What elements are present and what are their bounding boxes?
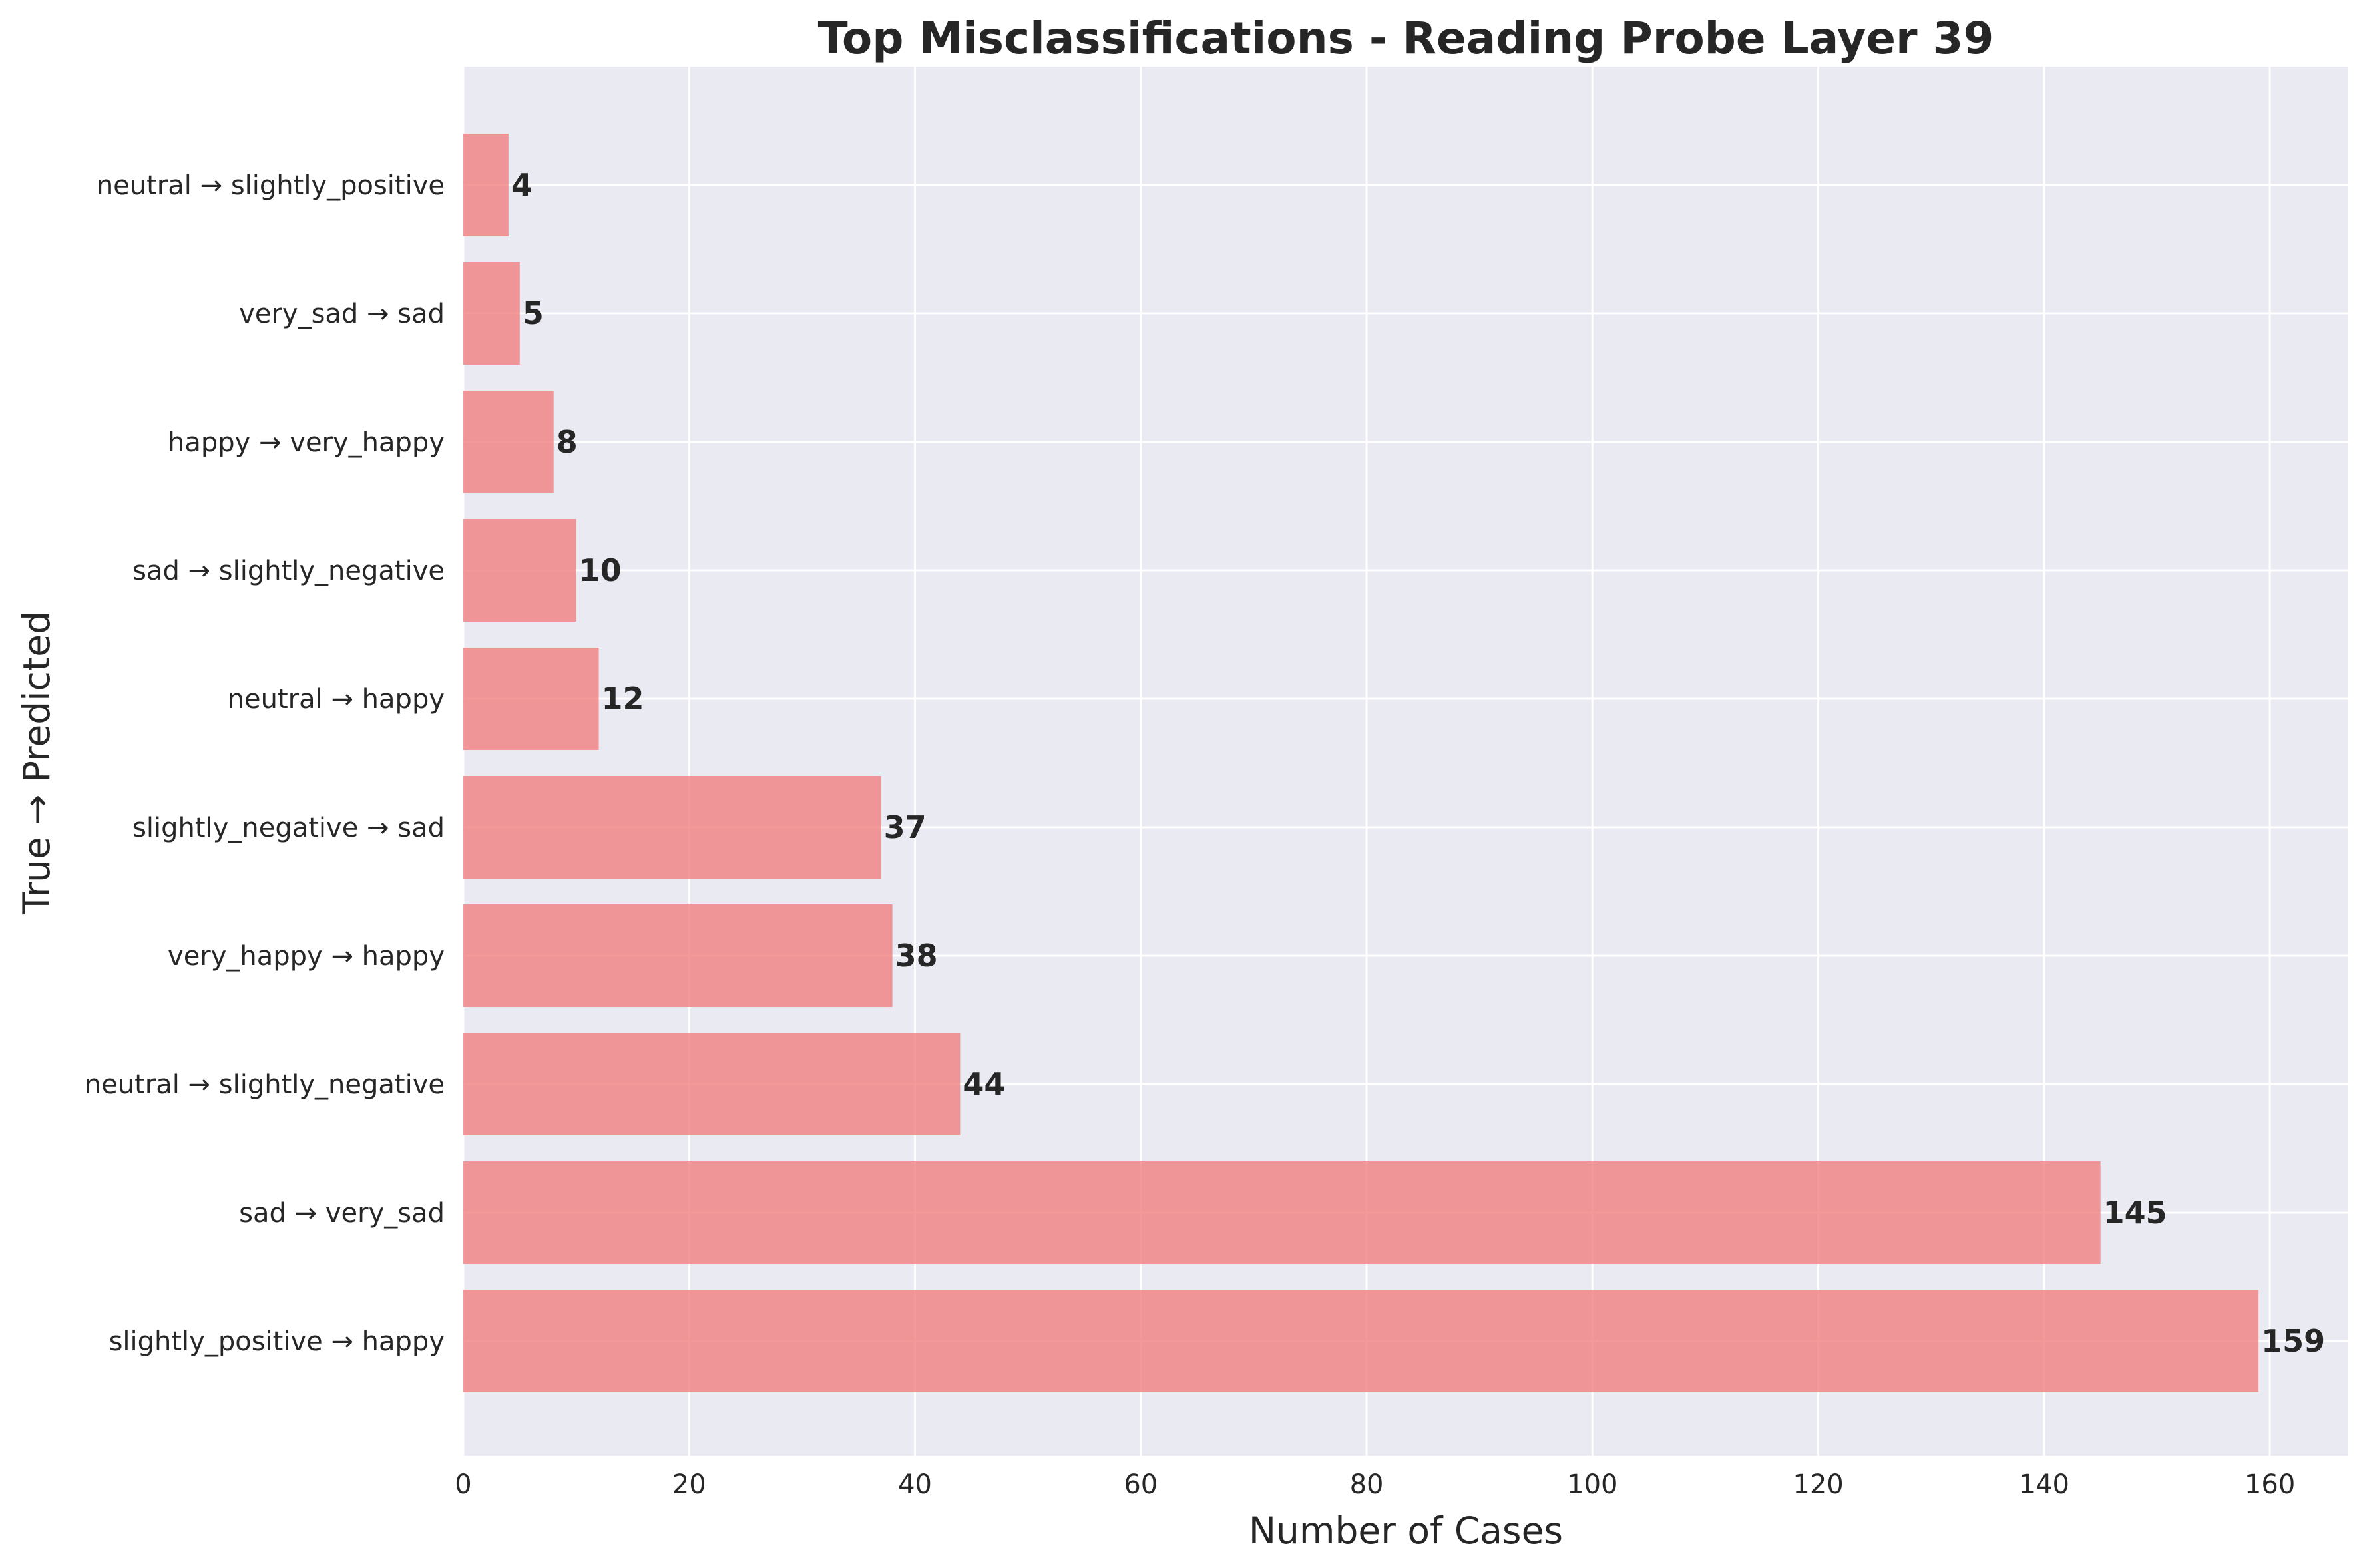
y-tick-label: slightly_positive → happy — [109, 1326, 445, 1357]
x-tick-label: 120 — [1793, 1470, 1843, 1500]
x-tick-label: 80 — [1350, 1470, 1384, 1500]
bar-value-label: 38 — [895, 938, 938, 974]
chart-title: Top Misclassifications - Reading Probe L… — [818, 13, 1994, 64]
x-tick-label: 0 — [455, 1470, 471, 1500]
y-tick-label: slightly_negative → sad — [132, 813, 445, 843]
y-tick-label: neutral → happy — [228, 684, 445, 715]
x-tick-label: 40 — [898, 1470, 932, 1500]
y-tick-label: neutral → slightly_negative — [85, 1070, 445, 1100]
y-tick-label: sad → slightly_negative — [132, 556, 445, 586]
bar — [463, 904, 893, 1007]
x-tick-label: 140 — [2019, 1470, 2069, 1500]
bar — [463, 648, 599, 750]
bar-value-label: 159 — [2261, 1323, 2325, 1359]
bar — [463, 519, 576, 622]
bar-value-label: 44 — [963, 1066, 1005, 1102]
y-axis-label: True → Predicted — [15, 611, 58, 915]
bar — [463, 262, 520, 365]
bar-value-label: 10 — [579, 552, 622, 588]
x-tick-label: 20 — [672, 1470, 706, 1500]
y-tick-label: neutral → slightly_positive — [97, 170, 445, 201]
bar — [463, 1290, 2259, 1392]
y-tick-label: happy → very_happy — [168, 427, 445, 458]
y-tick-label: very_sad → sad — [239, 299, 445, 329]
bar-value-label: 4 — [511, 167, 533, 203]
bar-value-label: 145 — [2103, 1195, 2167, 1231]
x-tick-labels: 0 20 40 60 80 100 120 140 160 — [455, 1470, 2295, 1500]
bar-value-label: 5 — [523, 295, 544, 331]
bar — [463, 1161, 2101, 1264]
x-axis-label: Number of Cases — [1249, 1509, 1563, 1552]
y-tick-labels: slightly_positive → happy sad → very_sad n… — [85, 170, 445, 1357]
y-tick-label: very_happy → happy — [168, 941, 445, 972]
bar — [463, 776, 881, 879]
x-tick-label: 160 — [2245, 1470, 2295, 1500]
bars — [463, 134, 2259, 1392]
y-tick-label: sad → very_sad — [239, 1198, 445, 1229]
bar — [463, 391, 554, 493]
bar-value-label: 8 — [556, 424, 578, 460]
bar-value-label: 37 — [884, 809, 927, 845]
x-tick-label: 60 — [1124, 1470, 1158, 1500]
x-tick-label: 100 — [1567, 1470, 1617, 1500]
value-labels: 159 145 44 38 37 12 10 8 5 4 — [511, 167, 2325, 1359]
bar — [463, 134, 509, 236]
bar-value-label: 12 — [602, 681, 644, 717]
bar — [463, 1033, 961, 1135]
